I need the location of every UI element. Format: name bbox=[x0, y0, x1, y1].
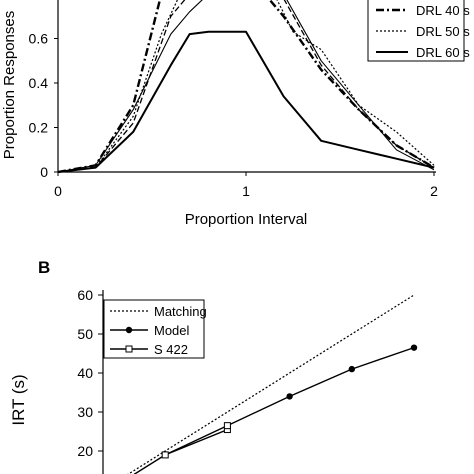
panel-a-legend-label: DRL 40 s bbox=[416, 3, 470, 18]
panel-b-ytick-label: 60 bbox=[77, 287, 93, 303]
panel-a-xlabel: Proportion Interval bbox=[185, 211, 308, 228]
panel-b-series-line-1 bbox=[133, 346, 415, 474]
panel-a-series-line-4 bbox=[57, 30, 435, 173]
panel-b-legend-marker bbox=[125, 345, 133, 353]
panel-a-legend-label: DRL 60 s bbox=[416, 45, 470, 60]
panel-a-xtick-label: 0 bbox=[54, 183, 62, 199]
panel-a-xtick-label: 2 bbox=[430, 183, 438, 199]
panel-b-series-line-0 bbox=[127, 294, 415, 474]
panel-b: B 20 30 40 50 60 IRT (s) Matching Model S 422 bbox=[9, 258, 418, 474]
panel-a: 0 0.2 0.4 0.6 0 1 2 Proportion Responses Propo… bbox=[1, 0, 470, 228]
panel-b-ylabel: IRT (s) bbox=[9, 374, 28, 425]
panel-b-model-point bbox=[410, 344, 418, 351]
panel-a-plot-area: 0 0.2 0.4 0.6 0 1 2 bbox=[29, 0, 438, 199]
panel-b-legend: Matching Model S 422 bbox=[103, 299, 207, 359]
panel-b-ytick-label: 40 bbox=[77, 365, 93, 381]
panel-a-legend-label: DRL 50 s bbox=[416, 24, 470, 39]
panel-b-label: B bbox=[38, 258, 50, 277]
panel-a-ytick-label: 0.2 bbox=[29, 120, 49, 136]
panel-b-ytick-label: 20 bbox=[77, 443, 93, 459]
panel-b-plot-area: 20 30 40 50 60 bbox=[77, 287, 418, 474]
panel-b-ytick-label: 50 bbox=[77, 326, 93, 342]
panel-b-legend-label: Matching bbox=[154, 304, 207, 319]
panel-b-legend-label: Model bbox=[154, 323, 190, 338]
panel-a-ytick-label: 0 bbox=[40, 164, 48, 180]
panel-a-series-line-1 bbox=[57, 0, 435, 173]
panel-b-s422-point bbox=[161, 451, 169, 459]
panel-b-legend-marker bbox=[125, 326, 133, 334]
panel-a-xtick-label: 1 bbox=[242, 183, 250, 199]
panel-a-series-line-0 bbox=[57, 0, 435, 173]
panel-a-series-line-2 bbox=[57, 0, 435, 174]
panel-a-ylabel: Proportion Responses bbox=[1, 11, 18, 159]
panel-a-legend: DRL 40 s DRL 50 s DRL 60 s bbox=[367, 0, 470, 62]
panel-a-series-line-3 bbox=[57, 0, 435, 173]
panel-b-model-point bbox=[348, 365, 355, 373]
panel-b-model-point bbox=[286, 393, 293, 400]
panel-a-ytick-label: 0.6 bbox=[29, 31, 49, 47]
panel-b-s422-point bbox=[223, 422, 231, 430]
panel-b-legend-label: S 422 bbox=[154, 342, 188, 357]
panel-b-ytick-label: 30 bbox=[77, 404, 93, 420]
panel-a-ytick-label: 0.4 bbox=[29, 75, 49, 91]
